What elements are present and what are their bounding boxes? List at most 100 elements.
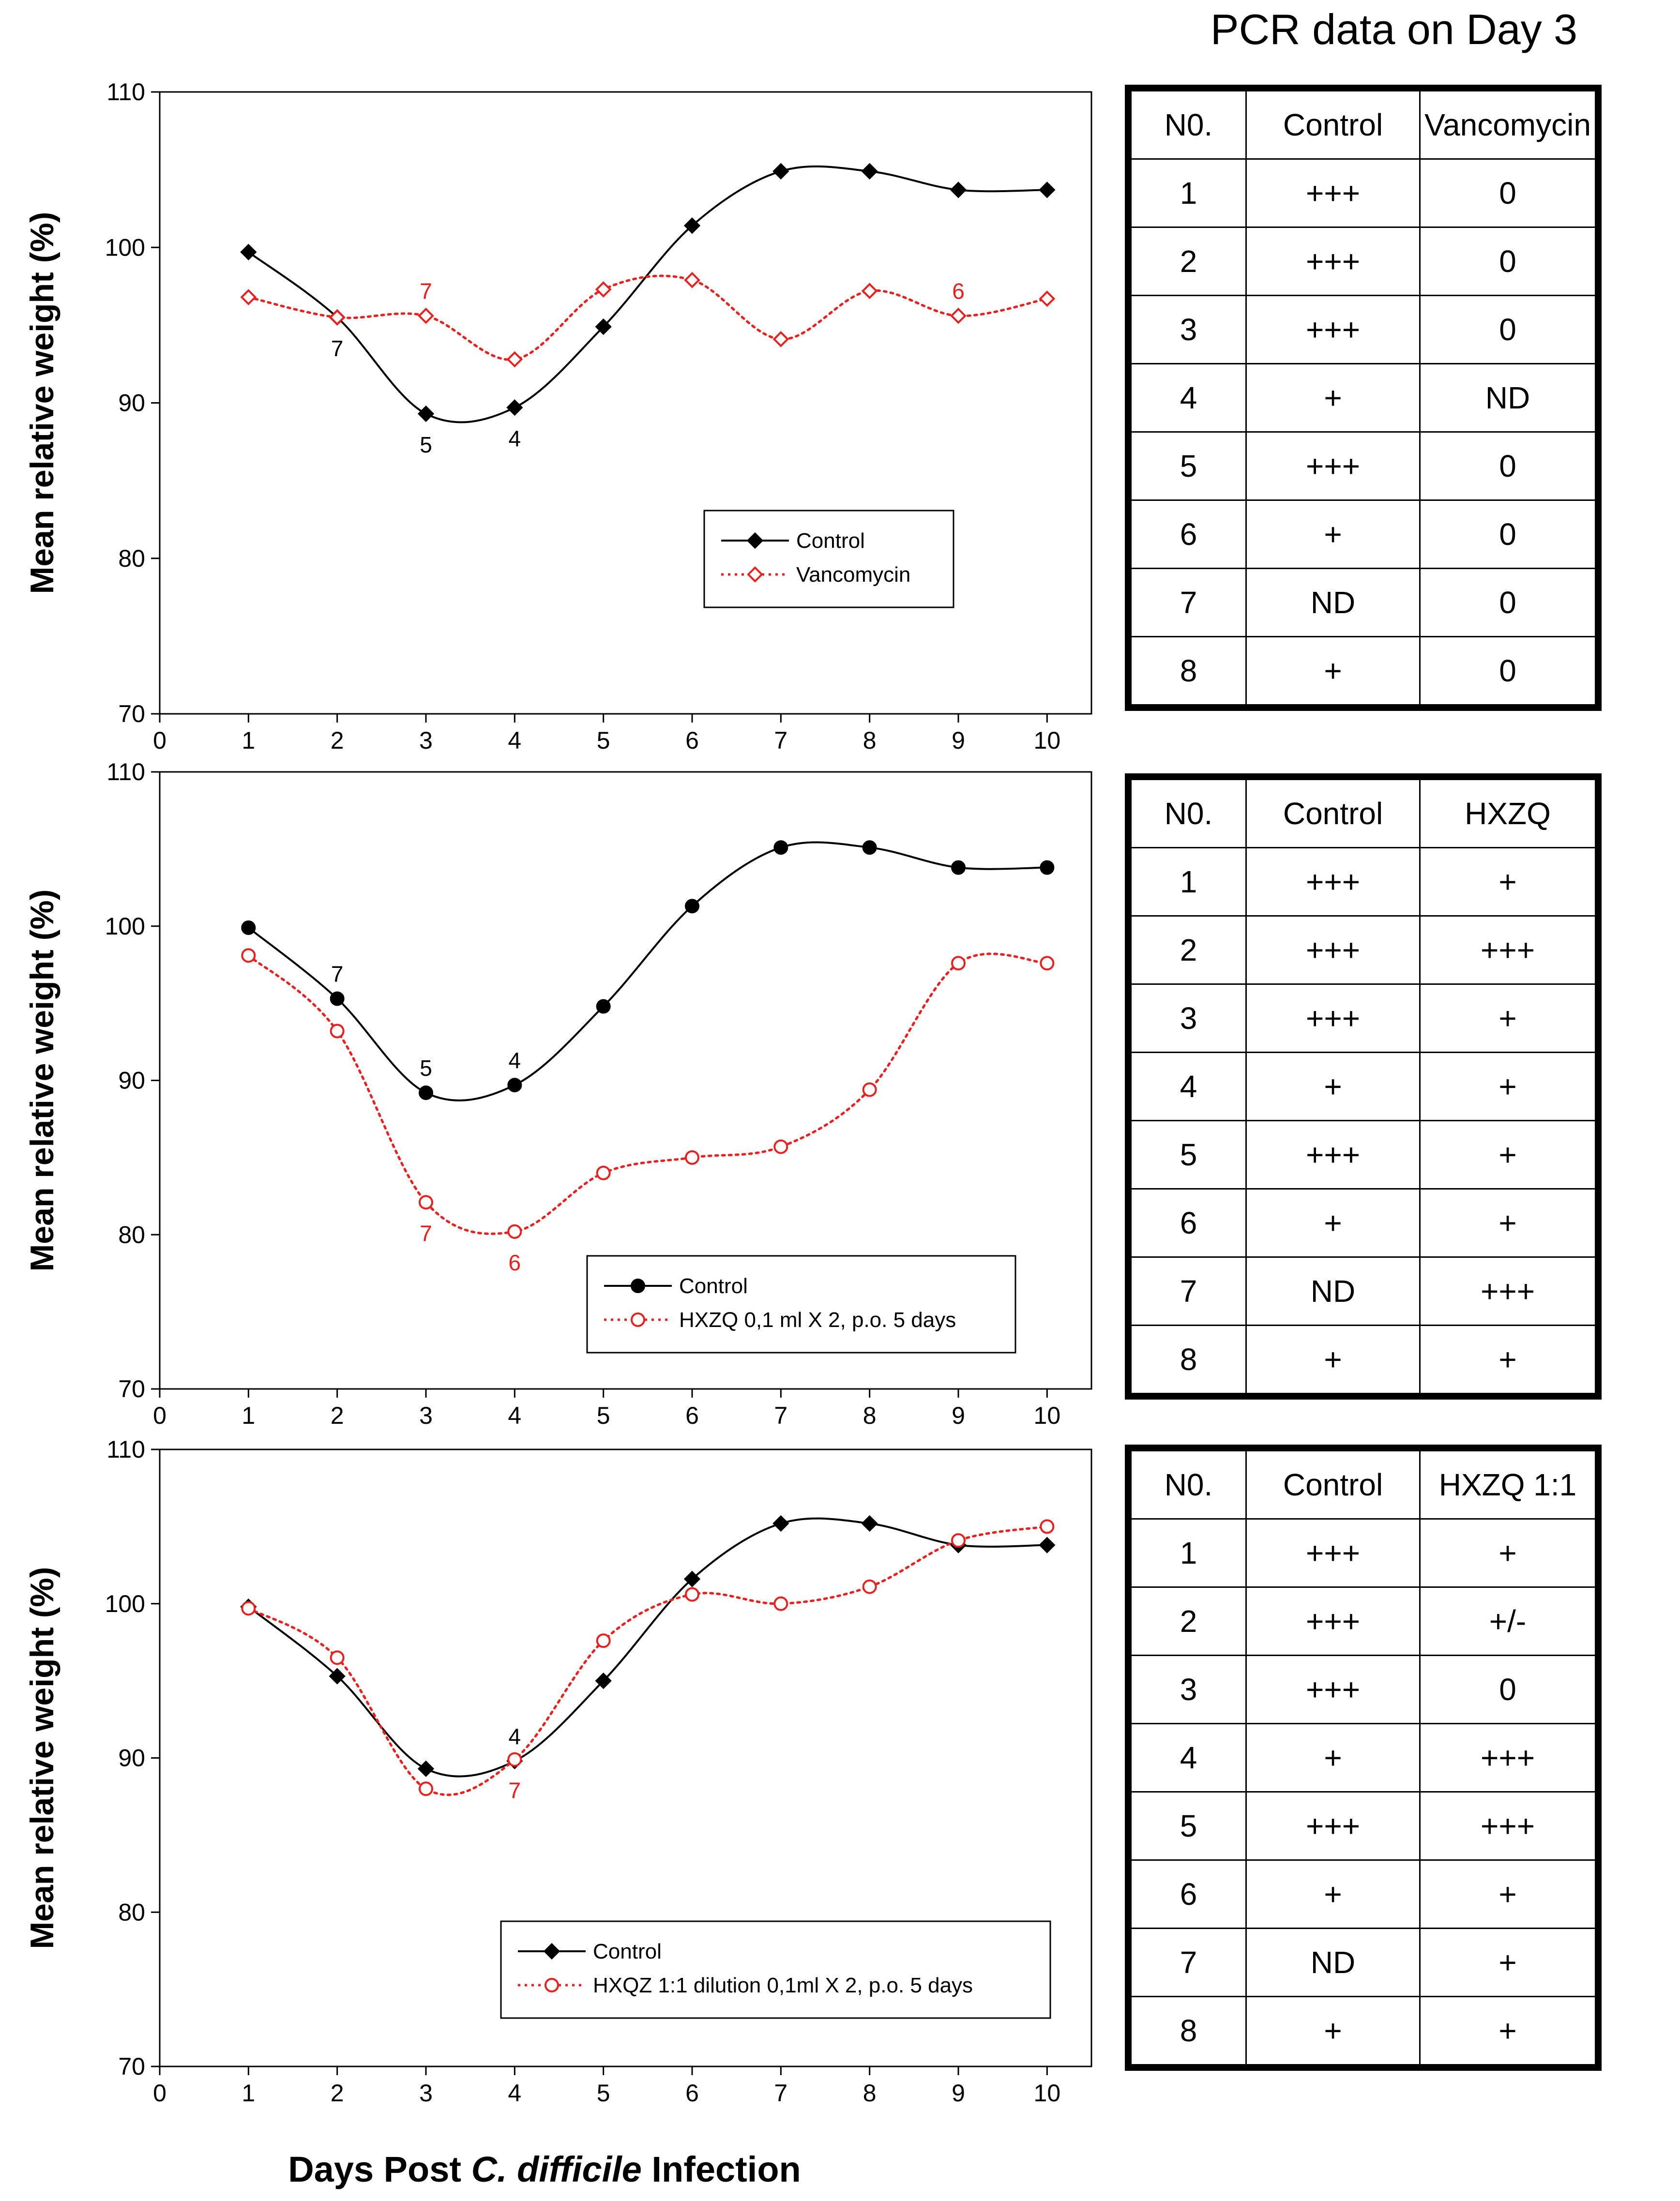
chart-panel-1: 70 80 90 100 110 0 1 2 3 4 5 6 7 8 9 10 Mean relative we… bbox=[24, 78, 1092, 754]
table-cell: ND bbox=[1245, 1928, 1421, 1997]
legend-marker bbox=[545, 1978, 559, 1992]
table-cell: 2 bbox=[1127, 1586, 1247, 1656]
table-cell: 5 bbox=[1127, 431, 1247, 501]
data-point-treatment bbox=[596, 1633, 611, 1648]
table-row: 8 + + bbox=[1127, 1325, 1599, 1397]
table-cell: 2 bbox=[1127, 915, 1247, 985]
table-cell: 6 bbox=[1127, 499, 1247, 569]
series-line-treatment bbox=[247, 274, 1048, 361]
x-tick-label: 2 bbox=[331, 727, 344, 754]
data-point-control bbox=[1040, 860, 1055, 875]
table-cell: 0 bbox=[1419, 499, 1599, 569]
data-point-treatment bbox=[241, 948, 256, 963]
legend-label: Control bbox=[679, 1274, 748, 1298]
point-annotation: 5 bbox=[420, 432, 432, 457]
data-point-treatment bbox=[1040, 956, 1055, 971]
legend-box bbox=[586, 1255, 1016, 1354]
data-point-control bbox=[507, 1078, 522, 1093]
x-tick-label: 8 bbox=[863, 727, 877, 754]
series-line-control bbox=[247, 841, 1048, 1101]
table-row: 2 +++ +++ bbox=[1127, 915, 1599, 985]
point-annotation: 6 bbox=[952, 279, 965, 304]
data-point-treatment bbox=[950, 307, 967, 324]
data-point-treatment bbox=[507, 1752, 522, 1767]
table-cell: +++ bbox=[1245, 295, 1421, 364]
table-cell: +++ bbox=[1245, 158, 1421, 228]
y-tick-label: 100 bbox=[105, 1590, 145, 1617]
table-cell: +++ bbox=[1245, 1586, 1421, 1656]
data-point-treatment bbox=[684, 271, 700, 288]
table-cell: 4 bbox=[1127, 1052, 1247, 1121]
pcr-table-vancomycin: N0. Control Vancomycin 1 +++ 0 2 +++ 0 3 +++ 0 4 + ND 5… bbox=[1125, 85, 1602, 711]
y-tick-label: 90 bbox=[118, 1067, 145, 1094]
data-point-control bbox=[417, 405, 435, 422]
table-cell: 4 bbox=[1127, 363, 1247, 433]
table-cell: 7 bbox=[1127, 1928, 1247, 1997]
data-point-treatment bbox=[862, 1082, 877, 1097]
x-tick-label: 2 bbox=[331, 2080, 344, 2107]
x-tick-label: 6 bbox=[685, 1402, 699, 1429]
table-header-cell: HXZQ bbox=[1419, 776, 1599, 848]
x-tick-label: 3 bbox=[419, 1402, 433, 1429]
data-point-control bbox=[241, 920, 256, 935]
table-cell: + bbox=[1245, 499, 1421, 569]
pcr-title: PCR data on Day 3 bbox=[1210, 5, 1578, 53]
table-cell: 1 bbox=[1127, 847, 1247, 917]
table-cell: 3 bbox=[1127, 1655, 1247, 1724]
data-point-treatment bbox=[1040, 1519, 1055, 1534]
table-row: 3 +++ 0 bbox=[1127, 1655, 1599, 1724]
table-cell: 1 bbox=[1127, 158, 1247, 228]
table-cell: + bbox=[1245, 1188, 1421, 1258]
data-point-treatment bbox=[329, 309, 346, 326]
data-point-control bbox=[683, 217, 701, 234]
y-tick-label: 90 bbox=[118, 1745, 145, 1772]
x-tick-label: 7 bbox=[774, 2080, 787, 2107]
table-cell: +++ bbox=[1419, 1791, 1599, 1861]
table-cell: + bbox=[1419, 1052, 1599, 1121]
x-tick-label: 0 bbox=[153, 1402, 166, 1429]
table-cell: 0 bbox=[1419, 568, 1599, 637]
y-axis-title: Mean relative weight (%) bbox=[24, 1567, 61, 1949]
y-tick-label: 80 bbox=[118, 545, 145, 572]
data-point-treatment bbox=[330, 1650, 345, 1665]
data-point-control bbox=[595, 318, 612, 335]
table-cell: +++ bbox=[1419, 915, 1599, 985]
point-annotation: 6 bbox=[509, 1250, 521, 1275]
legend-marker bbox=[747, 566, 763, 583]
table-cell: +++ bbox=[1245, 431, 1421, 501]
y-axis-title: Mean relative weight (%) bbox=[24, 212, 61, 594]
x-tick-label: 0 bbox=[153, 727, 166, 754]
table-row: 6 + + bbox=[1127, 1188, 1599, 1258]
table-header-cell: Control bbox=[1245, 776, 1421, 848]
series-line-control bbox=[247, 165, 1048, 423]
series-line-control bbox=[247, 1517, 1048, 1778]
data-point-treatment bbox=[596, 1165, 611, 1180]
table-cell: 8 bbox=[1127, 636, 1247, 709]
data-point-treatment bbox=[862, 1579, 877, 1594]
table-header-cell: N0. bbox=[1127, 1447, 1247, 1520]
table-cell: +++ bbox=[1419, 1723, 1599, 1793]
table-header-cell: Control bbox=[1245, 87, 1421, 160]
y-tick-label: 70 bbox=[118, 2053, 145, 2080]
data-point-control bbox=[329, 1668, 346, 1685]
data-point-control bbox=[950, 181, 967, 198]
x-tick-label: 7 bbox=[774, 1402, 787, 1429]
x-tick-label: 10 bbox=[1034, 727, 1061, 754]
table-cell: 3 bbox=[1127, 295, 1247, 364]
table-row: 8 + + bbox=[1127, 1996, 1599, 2068]
data-point-treatment bbox=[595, 281, 612, 298]
table-header-row: N0. Control HXZQ bbox=[1127, 776, 1599, 848]
table-row: 5 +++ 0 bbox=[1127, 431, 1599, 501]
data-point-treatment bbox=[418, 307, 434, 324]
x-tick-label: 1 bbox=[242, 1402, 255, 1429]
data-point-treatment bbox=[506, 351, 523, 368]
table-row: 8 +0 bbox=[1127, 636, 1599, 709]
data-point-control bbox=[861, 1515, 878, 1532]
data-point-treatment bbox=[241, 1601, 256, 1616]
legend-label: HXZQ 0,1 ml X 2, p.o. 5 days bbox=[679, 1308, 956, 1332]
pcr-table-hxzq-dilution: N0. Control HXZQ 1:1 1 +++ +2 +++ +/- 3 +++ 0 4 + +++… bbox=[1125, 1445, 1602, 2071]
series-line-treatment bbox=[247, 952, 1048, 1235]
table-cell: 5 bbox=[1127, 1791, 1247, 1861]
table-cell: + bbox=[1419, 1859, 1599, 1929]
